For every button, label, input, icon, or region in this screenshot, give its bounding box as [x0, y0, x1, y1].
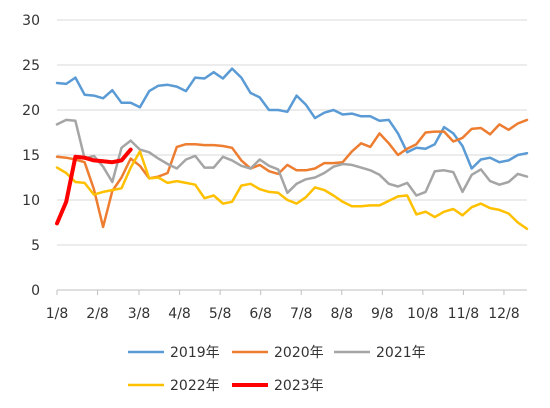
x-axis-ticks: 1/8 2/8 3/8 4/8 5/8 6/8 7/8 8/8 9/8 10/8 11/8 12/8 [46, 290, 520, 322]
x-tick-label: 1/8 [46, 306, 69, 322]
x-tick-label: 9/8 [371, 306, 394, 322]
legend-item: 2023年 [232, 378, 324, 394]
legend: 2019年 2020年 2021年 2022年 2023年 [128, 345, 426, 394]
y-tick-label: 20 [22, 103, 40, 119]
x-tick-label: 10/8 [407, 306, 438, 322]
x-tick-label: 5/8 [209, 306, 232, 322]
x-tick-label: 11/8 [448, 306, 479, 322]
series-line-2022年 [55, 150, 529, 231]
legend-item: 2020年 [232, 345, 324, 361]
y-tick-label: 25 [22, 58, 40, 74]
x-tick-label: 6/8 [249, 306, 272, 322]
y-tick-label: 30 [22, 13, 40, 29]
legend-item: 2019年 [128, 345, 220, 361]
grid-lines [57, 19, 527, 291]
y-tick-label: 0 [31, 283, 40, 299]
legend-label: 2023年 [274, 378, 324, 394]
series-lines [55, 67, 529, 231]
legend-item: 2021年 [334, 345, 426, 361]
legend-label: 2022年 [170, 378, 220, 394]
x-tick-label: 12/8 [488, 306, 519, 322]
series-line-2021年 [55, 118, 529, 197]
x-tick-label: 7/8 [290, 306, 313, 322]
y-tick-label: 10 [22, 193, 40, 209]
series-line-2023年 [55, 147, 133, 226]
legend-label: 2020年 [274, 345, 324, 361]
y-tick-label: 5 [31, 238, 40, 254]
legend-label: 2021年 [376, 345, 426, 361]
y-axis-ticks: 0 5 10 15 20 25 30 [22, 13, 40, 299]
y-tick-label: 15 [22, 148, 40, 164]
x-tick-label: 8/8 [330, 306, 353, 322]
series-line-2019年 [55, 67, 529, 170]
series-line-2020年 [55, 118, 529, 229]
legend-label: 2019年 [170, 345, 220, 361]
x-tick-label: 4/8 [168, 306, 191, 322]
legend-item: 2022年 [128, 378, 220, 394]
x-tick-label: 2/8 [86, 306, 109, 322]
x-tick-label: 3/8 [128, 306, 151, 322]
